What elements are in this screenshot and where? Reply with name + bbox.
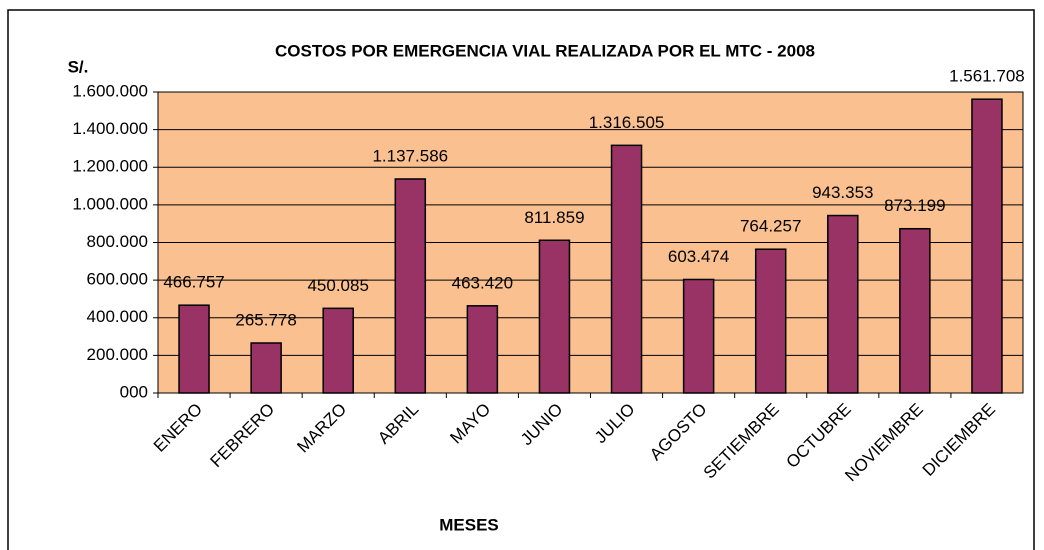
data-label: 463.420 bbox=[452, 273, 513, 292]
bar bbox=[322, 307, 354, 394]
bar bbox=[250, 342, 282, 394]
bar bbox=[682, 278, 715, 394]
data-label: 1.137.586 bbox=[372, 146, 448, 165]
bar bbox=[827, 214, 859, 394]
y-tick-label: 1.400.000 bbox=[72, 119, 148, 138]
y-tick-label: 1.600.000 bbox=[72, 81, 148, 100]
bar bbox=[899, 227, 931, 394]
y-tick-label: 600.000 bbox=[87, 270, 148, 289]
bar bbox=[466, 305, 499, 394]
data-label: 943.353 bbox=[812, 183, 873, 202]
data-label: 1.316.505 bbox=[589, 113, 665, 132]
bar bbox=[754, 248, 787, 394]
bar bbox=[610, 144, 643, 394]
y-tick-label: 1.200.000 bbox=[72, 157, 148, 176]
x-axis-label: MESES bbox=[439, 515, 499, 534]
bar bbox=[971, 98, 1003, 394]
y-tick-label: 1.000.000 bbox=[72, 194, 148, 213]
data-label: 764.257 bbox=[740, 217, 801, 236]
data-label: 466.757 bbox=[163, 273, 224, 292]
y-tick-label: 200.000 bbox=[87, 345, 148, 364]
data-label: 811.859 bbox=[524, 208, 584, 227]
data-label: 265.778 bbox=[235, 310, 296, 329]
data-label: 450.085 bbox=[307, 276, 368, 295]
bar bbox=[394, 178, 427, 394]
data-label: 873.199 bbox=[884, 196, 945, 215]
data-label: 603.474 bbox=[668, 247, 729, 266]
y-tick-label: 400.000 bbox=[87, 307, 148, 326]
bar bbox=[538, 239, 571, 394]
y-tick-label: 000 bbox=[120, 382, 148, 401]
y-axis-label: S/. bbox=[68, 57, 89, 76]
chart-title: COSTOS POR EMERGENCIA VIAL REALIZADA POR… bbox=[275, 41, 815, 60]
y-tick-label: 800.000 bbox=[87, 232, 148, 251]
data-label: 1.561.708 bbox=[949, 67, 1025, 86]
bar bbox=[178, 304, 210, 394]
